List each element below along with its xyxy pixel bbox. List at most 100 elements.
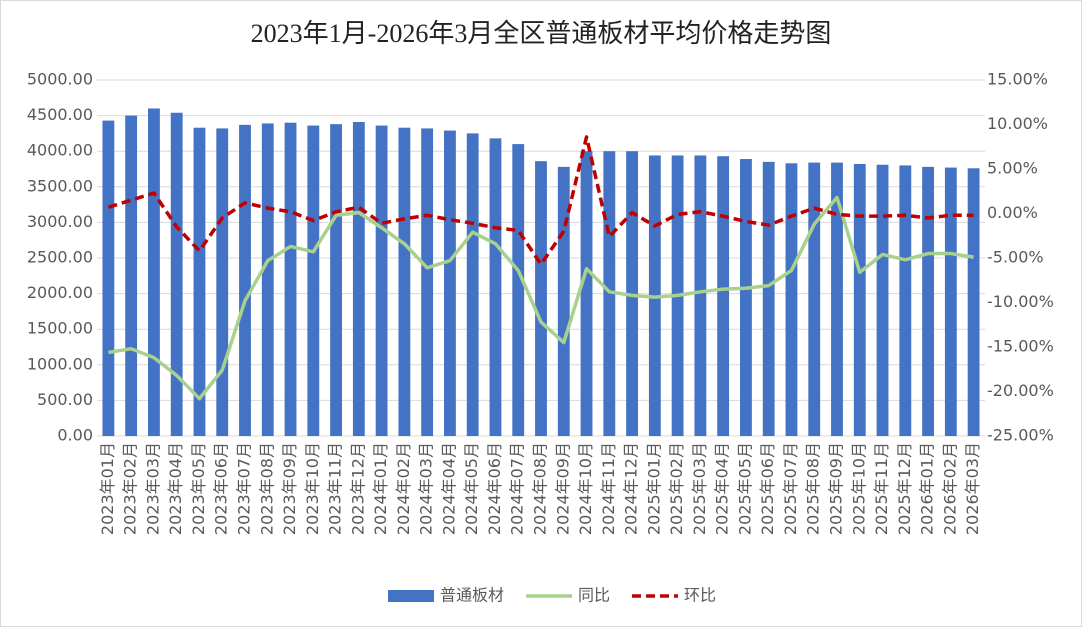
bar (330, 124, 342, 437)
y2-tick-label: 5.00% (987, 159, 1038, 178)
x-tick-label: 2024年11月 (599, 442, 618, 535)
x-tick-label: 2023年08月 (257, 442, 276, 535)
bar (808, 162, 821, 437)
bar (785, 163, 798, 436)
x-tick-label: 2024年04月 (439, 442, 458, 535)
x-tick-label: 2023年10月 (303, 442, 322, 535)
bar (489, 138, 502, 436)
x-tick-label: 2023年09月 (280, 442, 299, 535)
legend-label: 普通板材 (440, 586, 504, 605)
bar (876, 164, 889, 436)
bar (967, 168, 980, 436)
x-tick-label: 2025年12月 (895, 442, 914, 535)
y-tick-label: 3000.00 (27, 212, 93, 231)
chart-title: 2023年1月-2026年3月全区普通板材平均价格走势图 (251, 19, 832, 48)
bar (831, 162, 843, 437)
bar (603, 151, 616, 436)
bar (512, 144, 525, 436)
x-tick-label: 2024年02月 (394, 442, 413, 535)
x-tick-label: 2024年09月 (553, 442, 572, 535)
bar (375, 125, 388, 437)
x-tick-label: 2025年06月 (758, 442, 777, 535)
bar (740, 159, 752, 437)
line-series (107, 135, 974, 266)
x-tick-label: 2023年04月 (166, 442, 185, 535)
y-tick-label: 1000.00 (27, 354, 93, 373)
y2-tick-label: 10.00% (987, 114, 1048, 133)
bar (944, 167, 957, 437)
bar (284, 122, 297, 436)
bar (102, 120, 115, 437)
bar (193, 127, 206, 436)
y-tick-label: 0.00 (57, 426, 93, 445)
x-tick-label: 2026年01月 (918, 442, 937, 535)
x-tick-label: 2025年05月 (735, 442, 754, 535)
y-tick-label: 1500.00 (27, 319, 93, 338)
legend-label: 同比 (578, 586, 610, 605)
line-series (108, 195, 974, 401)
bar (762, 161, 775, 436)
y2-tick-label: 0.00% (987, 203, 1038, 222)
x-tick-label: 2025年09月 (827, 442, 846, 535)
bar (125, 115, 138, 436)
y-tick-label: 4000.00 (27, 141, 93, 160)
y2-tick-label: -15.00% (987, 337, 1054, 356)
bar (398, 127, 411, 436)
bar (170, 112, 183, 436)
x-tick-label: 2025年08月 (804, 442, 823, 535)
bar (535, 161, 547, 436)
y-tick-label: 4500.00 (27, 105, 93, 124)
y2-tick-label: -25.00% (987, 426, 1054, 445)
bar (694, 155, 707, 437)
bar (421, 128, 434, 436)
y2-tick-label: -5.00% (987, 248, 1044, 267)
y-tick-label: 5000.00 (27, 70, 93, 89)
x-tick-label: 2023年11月 (326, 442, 345, 535)
bar (557, 166, 570, 436)
bar (580, 151, 593, 436)
bar (239, 124, 251, 436)
bar (307, 125, 320, 437)
x-tick-label: 2025年03月 (690, 442, 709, 535)
x-tick-label: 2025年01月 (644, 442, 663, 535)
x-tick-label: 2023年06月 (212, 442, 231, 535)
bar (466, 133, 479, 436)
x-tick-label: 2024年06月 (485, 442, 504, 535)
y-tick-label: 2000.00 (27, 283, 93, 302)
y2-tick-label: -10.00% (987, 292, 1054, 311)
bar (148, 108, 160, 436)
legend-label: 环比 (684, 586, 716, 605)
x-tick-label: 2023年07月 (235, 442, 254, 535)
y-tick-label: 500.00 (37, 390, 93, 409)
bar (626, 151, 638, 436)
legend-swatch (388, 590, 434, 602)
x-tick-label: 2023年05月 (189, 442, 208, 535)
x-tick-label: 2025年10月 (849, 442, 868, 535)
x-tick-label: 2023年12月 (348, 442, 367, 535)
y2-tick-label: 15.00% (987, 70, 1048, 89)
x-tick-label: 2026年02月 (940, 442, 959, 535)
x-tick-label: 2023年02月 (121, 442, 140, 535)
bar (444, 130, 456, 436)
x-tick-label: 2023年03月 (143, 442, 162, 535)
y-tick-label: 2500.00 (27, 248, 93, 267)
x-tick-label: 2025年07月 (781, 442, 800, 535)
x-tick-label: 2024年01月 (371, 442, 390, 535)
x-tick-label: 2025年11月 (872, 442, 891, 535)
bar (922, 166, 934, 436)
x-tick-label: 2024年07月 (508, 442, 527, 535)
x-tick-label: 2025年02月 (667, 442, 686, 535)
bar (899, 165, 912, 436)
bar (853, 164, 866, 437)
x-tick-label: 2023年01月 (98, 442, 117, 535)
bar (717, 156, 730, 436)
x-tick-label: 2024年10月 (576, 442, 595, 535)
x-tick-label: 2025年04月 (713, 442, 732, 535)
x-tick-label: 2024年05月 (462, 442, 481, 535)
y2-tick-label: -20.00% (987, 381, 1054, 400)
bar (261, 123, 274, 436)
x-tick-label: 2024年12月 (622, 442, 641, 535)
y-tick-label: 3500.00 (27, 176, 93, 195)
x-tick-label: 2024年08月 (531, 442, 550, 535)
